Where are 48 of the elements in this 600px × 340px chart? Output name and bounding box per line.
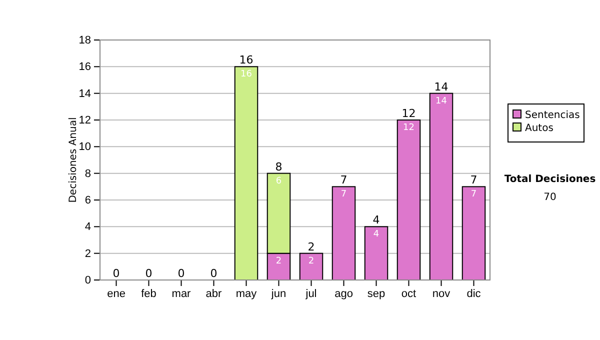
y-tick-label: 10 (78, 141, 91, 154)
text: Total Decisiones (504, 174, 596, 185)
data-label: 16 (240, 70, 252, 80)
total-label: 0 (210, 267, 218, 280)
x-tick-label: feb (141, 288, 156, 300)
y-tick-label: 0 (84, 274, 91, 287)
data-label: 2 (308, 256, 314, 266)
data-label: 6 (276, 176, 282, 186)
data-label: 7 (470, 190, 477, 200)
total-label: 0 (178, 267, 185, 280)
text: 70 (544, 192, 556, 203)
x-tick-label: sep (367, 288, 386, 300)
x-tick-label: nov (432, 288, 451, 300)
x-tick-label: dic (466, 288, 482, 300)
y-tick-label: 16 (78, 61, 91, 74)
total-label: 8 (275, 160, 282, 174)
x-tick-label: jul (304, 288, 317, 300)
y-tick-label: 2 (84, 248, 91, 260)
data-label: 7 (340, 190, 347, 200)
x-tick-label: mar (172, 288, 192, 300)
data-label: 14 (436, 96, 448, 106)
y-tick-label: 18 (78, 34, 91, 47)
total-label: 0 (145, 267, 152, 280)
total-label: 14 (434, 80, 448, 94)
data-label: 12 (403, 123, 414, 133)
data-label: 4 (373, 230, 380, 240)
total-label: 12 (402, 107, 416, 120)
x-tick-label: oct (401, 288, 416, 300)
y-tick-label: 12 (78, 114, 91, 127)
x-tick-label: may (236, 288, 258, 300)
legend-label: Sentencias (525, 110, 580, 121)
y-tick-label: 6 (84, 194, 91, 207)
x-tick-label: abr (206, 288, 222, 300)
total-label: 4 (372, 214, 380, 227)
y-axis-title: Decisiones Anual (68, 117, 79, 203)
y-tick-label: 8 (84, 168, 91, 180)
total-label: 7 (340, 174, 348, 187)
data-label: 2 (276, 256, 282, 266)
x-tick-label: ene (107, 288, 126, 300)
y-tick-label: 4 (84, 221, 91, 234)
total-label: 0 (112, 267, 120, 280)
total-label: 2 (308, 240, 315, 254)
x-tick-label: jun (270, 288, 286, 300)
total-label: 16 (239, 54, 254, 67)
x-tick-label: ago (334, 288, 353, 300)
legend-label: Autos (525, 123, 554, 134)
total-label: 7 (470, 174, 478, 187)
y-tick-label: 14 (78, 88, 91, 100)
